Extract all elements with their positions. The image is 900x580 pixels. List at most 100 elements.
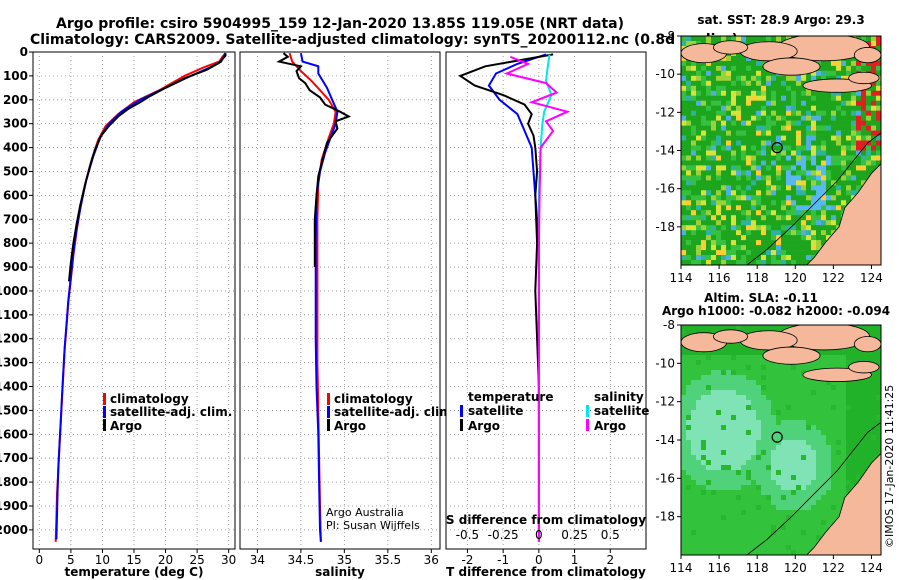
map-cell (791, 370, 797, 376)
map-cell (846, 445, 852, 451)
map-cell (691, 550, 697, 555)
map-cell (836, 480, 842, 486)
map-cell (821, 530, 827, 536)
map-cell (691, 255, 697, 261)
map-cell (726, 200, 732, 206)
map-cell (716, 115, 722, 121)
map-cell (801, 255, 807, 261)
map-cell (716, 440, 722, 446)
map-cell (846, 180, 852, 186)
map-cell (846, 185, 852, 191)
map-cell (836, 160, 842, 166)
map-cell (761, 95, 767, 101)
map-cell (716, 215, 722, 221)
map-cell (736, 155, 742, 161)
map-cell (726, 495, 732, 501)
map-cell (826, 60, 832, 67)
map-cell (801, 480, 807, 486)
map-cell (721, 475, 727, 481)
map-cell (736, 390, 742, 396)
map-cell (836, 70, 842, 77)
map-cell (771, 95, 777, 101)
map-cell (691, 205, 697, 211)
map-cell (836, 175, 842, 181)
map-cell (746, 435, 752, 441)
map-cell (841, 75, 847, 82)
map-cell (686, 365, 692, 371)
map-cell (701, 405, 707, 411)
map-cell (751, 530, 757, 536)
map-cell (751, 110, 757, 116)
map-cell (731, 190, 737, 196)
map-cell (751, 490, 757, 496)
map-cell (766, 490, 772, 496)
map-cell (801, 470, 807, 476)
map-cell (816, 245, 822, 251)
map-cell (821, 190, 827, 196)
map-cell (721, 370, 727, 376)
map-cell (771, 260, 777, 265)
map-cell (806, 220, 812, 226)
depth-tick-label: 2000 (0, 523, 28, 537)
depth-tick-label: 1100 (0, 308, 28, 322)
map-cell (801, 500, 807, 506)
map-cell (836, 125, 842, 131)
map-cell (776, 90, 782, 97)
map-cell (701, 360, 707, 366)
map-cell (746, 540, 752, 546)
map-cell (721, 460, 727, 466)
map-cell (691, 390, 697, 396)
map-cell (706, 240, 712, 246)
map-cell (716, 36, 722, 42)
map-cell (776, 535, 782, 541)
map-cell (851, 120, 857, 126)
map-cell (706, 380, 712, 386)
map-cell (821, 205, 827, 211)
difference-legend: temperature satellite Argo salinity sate… (460, 390, 649, 433)
map-cell (681, 470, 687, 476)
map-cell (831, 440, 837, 446)
map-cell (721, 495, 727, 501)
map-cell (756, 235, 762, 241)
map-cell (741, 165, 747, 171)
map-cell (806, 240, 812, 246)
map-cell (701, 36, 707, 42)
map-cell (786, 225, 792, 231)
map-cell (706, 460, 712, 466)
map-cell (831, 165, 837, 171)
map-cell (691, 190, 697, 196)
map-cell (691, 110, 697, 116)
map-cell (746, 90, 752, 97)
map-cell (771, 230, 777, 236)
map-cell (876, 95, 881, 101)
map-cell (806, 130, 812, 136)
map-cell (801, 175, 807, 181)
map-cell (791, 405, 797, 411)
map-cell (716, 80, 722, 87)
map-cell (826, 190, 832, 196)
sla-map-panel: Altim. SLA: -0.11 Argo h1000: -0.082 h20… (655, 291, 890, 575)
map-cell (721, 550, 727, 555)
map-cell (711, 255, 717, 261)
map-cell (761, 205, 767, 211)
map-cell (746, 345, 752, 351)
map-cell (806, 415, 812, 421)
map-cell (766, 380, 772, 386)
map-cell (696, 155, 702, 161)
map-cell (786, 475, 792, 481)
map-cell (691, 41, 697, 47)
map-cell (761, 410, 767, 416)
map-cell (706, 490, 712, 496)
map-cell (781, 495, 787, 501)
map-cell (876, 410, 881, 416)
map-cell (801, 505, 807, 511)
map-cell (811, 485, 817, 491)
map-cell (701, 490, 707, 496)
map-cell (796, 100, 802, 106)
map-cell (681, 505, 687, 511)
map-cell (691, 135, 697, 141)
map-cell (706, 480, 712, 486)
map-cell (811, 495, 817, 501)
map-cell (691, 395, 697, 401)
map-cell (826, 385, 832, 391)
